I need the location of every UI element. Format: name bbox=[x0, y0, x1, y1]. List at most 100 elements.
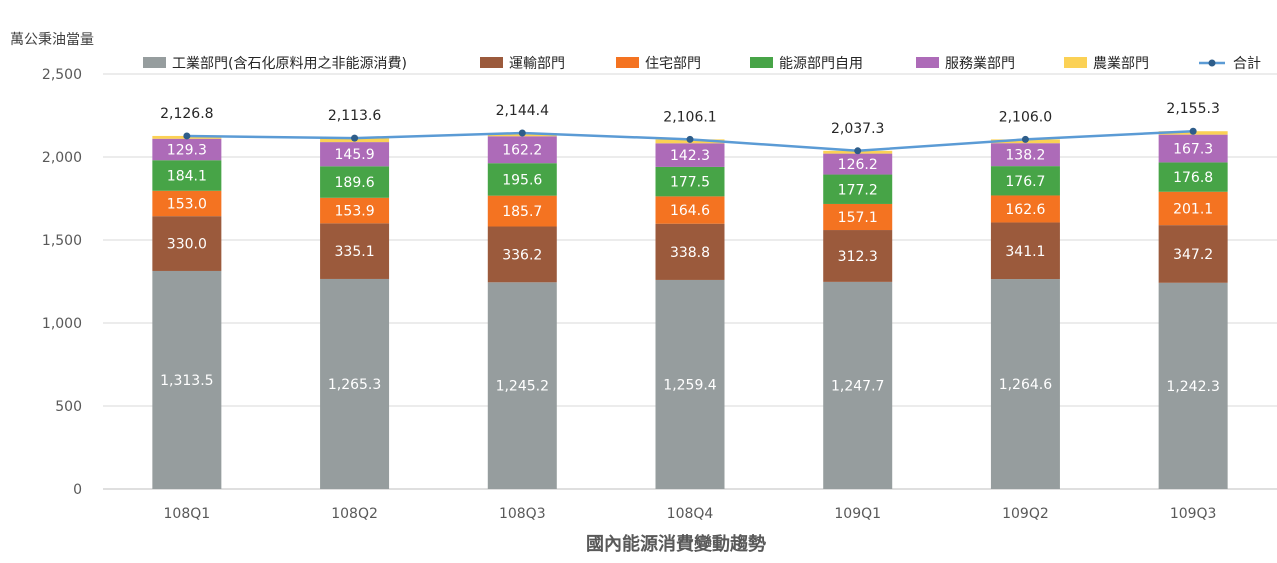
bar-segment bbox=[823, 230, 893, 282]
bar-segment-label: 347.2 bbox=[1173, 247, 1213, 263]
bar-segment bbox=[1158, 225, 1228, 283]
legend-swatch bbox=[750, 57, 773, 68]
bar-segment bbox=[320, 223, 390, 279]
bar-segment bbox=[1158, 191, 1228, 226]
bar-segment-label: 157.1 bbox=[838, 210, 878, 226]
bar-segment-label: 1,264.6 bbox=[999, 377, 1053, 393]
bar-segment bbox=[320, 197, 390, 224]
bar-segment bbox=[655, 196, 725, 224]
chart-title: 國內能源消費變動趨勢 bbox=[586, 533, 766, 555]
bar-segment-label: 189.6 bbox=[335, 175, 375, 191]
bar-segment-label: 1,259.4 bbox=[663, 377, 717, 393]
bar-segment bbox=[152, 160, 222, 191]
bar-segment-label: 129.3 bbox=[167, 142, 207, 158]
bar-segment bbox=[487, 195, 557, 227]
legend-swatch bbox=[616, 57, 639, 68]
legend-label: 工業部門(含石化原料用之非能源消費) bbox=[172, 56, 407, 72]
total-point bbox=[351, 134, 359, 142]
x-tick-label: 109Q3 bbox=[1170, 506, 1217, 522]
x-tick-label: 109Q1 bbox=[834, 506, 881, 522]
bar-segment bbox=[487, 282, 557, 489]
bar-segment bbox=[823, 281, 893, 489]
bar-segment bbox=[487, 226, 557, 283]
bar-segment bbox=[487, 163, 557, 196]
bar-segment-label: 138.2 bbox=[1005, 148, 1045, 164]
total-point bbox=[854, 147, 862, 155]
bar-segment bbox=[320, 278, 390, 489]
y-tick-label: 1,000 bbox=[42, 316, 82, 332]
bar-segment-label: 177.2 bbox=[838, 182, 878, 198]
legend: 工業部門(含石化原料用之非能源消費) 運輸部門 住宅部門 能源部門自用 服務業部門 農業部… bbox=[143, 56, 1261, 72]
bar-segment-label: 330.0 bbox=[167, 237, 207, 253]
bar-segment-label: 126.2 bbox=[838, 157, 878, 173]
bar-segment-label: 335.1 bbox=[335, 244, 375, 260]
total-point bbox=[1189, 127, 1197, 135]
x-tick-label: 108Q1 bbox=[164, 506, 211, 522]
total-value-label: 2,155.3 bbox=[1166, 101, 1219, 117]
bar-segment-label: 153.0 bbox=[167, 196, 207, 212]
y-tick-label: 2,500 bbox=[42, 67, 82, 83]
legend-label: 農業部門 bbox=[1093, 56, 1149, 72]
x-tick-label: 109Q2 bbox=[1002, 506, 1049, 522]
bar-segment bbox=[655, 279, 725, 489]
bar-segment-label: 185.7 bbox=[502, 204, 542, 220]
bar-segment-label: 177.5 bbox=[670, 175, 710, 191]
bar-segment bbox=[655, 166, 725, 197]
bar-segment bbox=[320, 142, 390, 167]
bar-segment-label: 167.3 bbox=[1173, 142, 1213, 158]
legend-label: 合計 bbox=[1233, 56, 1261, 72]
bar-segment bbox=[823, 153, 893, 175]
legend-swatch bbox=[480, 57, 503, 68]
x-axis: 108Q1 108Q2 108Q3 108Q4 109Q1 109Q2 109Q3 bbox=[164, 506, 1217, 522]
bar-segment bbox=[990, 195, 1060, 223]
x-tick-label: 108Q4 bbox=[667, 506, 714, 522]
total-value-label: 2,106.1 bbox=[663, 109, 716, 125]
bar-segment-label: 1,245.2 bbox=[496, 379, 549, 395]
legend-swatch bbox=[1064, 57, 1087, 68]
bar-segment-label: 1,265.3 bbox=[328, 377, 381, 393]
x-tick-label: 108Q3 bbox=[499, 506, 546, 522]
bar-segment-label: 162.2 bbox=[502, 143, 542, 159]
bar-segment-label: 312.3 bbox=[838, 249, 878, 265]
bar-segment-label: 341.1 bbox=[1005, 244, 1045, 260]
bar-segment-label: 153.9 bbox=[335, 204, 375, 220]
bar-segment bbox=[990, 166, 1060, 196]
bar-segment bbox=[990, 222, 1060, 280]
bar-segment-label: 162.6 bbox=[1005, 202, 1045, 218]
bar-segment-label: 1,242.3 bbox=[1166, 379, 1219, 395]
total-value-label: 2,126.8 bbox=[160, 106, 213, 122]
bar-segment-label: 142.3 bbox=[670, 148, 710, 164]
data-labels: 1,313.5 330.0 153.0 184.1 129.3 1,265.3 335.1 1… bbox=[160, 101, 1220, 395]
y-tick-label: 2,000 bbox=[42, 150, 82, 166]
y-axis: 0 500 1,000 1,500 2,000 2,500 bbox=[42, 67, 82, 498]
bar-segment bbox=[320, 166, 390, 198]
legend-label: 運輸部門 bbox=[509, 56, 565, 72]
legend-swatch bbox=[143, 57, 166, 68]
bar-segment bbox=[152, 190, 222, 217]
bar-segment-label: 176.8 bbox=[1173, 170, 1213, 186]
bar-segment-label: 1,313.5 bbox=[160, 373, 213, 389]
total-value-label: 2,113.6 bbox=[328, 108, 382, 124]
bar-segment-label: 338.8 bbox=[670, 245, 710, 261]
total-point bbox=[1021, 135, 1029, 143]
total-line bbox=[183, 127, 1197, 155]
total-value-label: 2,106.0 bbox=[999, 109, 1052, 125]
bar-segment bbox=[1158, 282, 1228, 489]
bar-segment bbox=[1158, 162, 1228, 192]
bar-segment bbox=[487, 136, 557, 164]
bar-segment bbox=[152, 216, 222, 271]
bar-segment-label: 145.9 bbox=[335, 147, 375, 163]
x-tick-label: 108Q2 bbox=[331, 506, 378, 522]
y-tick-label: 500 bbox=[55, 399, 82, 415]
y-tick-label: 1,500 bbox=[42, 233, 82, 249]
bar-segment-label: 1,247.7 bbox=[831, 378, 884, 394]
legend-swatch bbox=[916, 57, 939, 68]
bar-segment-label: 195.6 bbox=[502, 172, 542, 188]
legend-label: 能源部門自用 bbox=[779, 56, 863, 72]
bar-segment bbox=[152, 270, 222, 489]
total-point bbox=[518, 129, 526, 137]
bar-segment-label: 336.2 bbox=[502, 247, 542, 263]
bar-segment-label: 164.6 bbox=[670, 203, 710, 219]
